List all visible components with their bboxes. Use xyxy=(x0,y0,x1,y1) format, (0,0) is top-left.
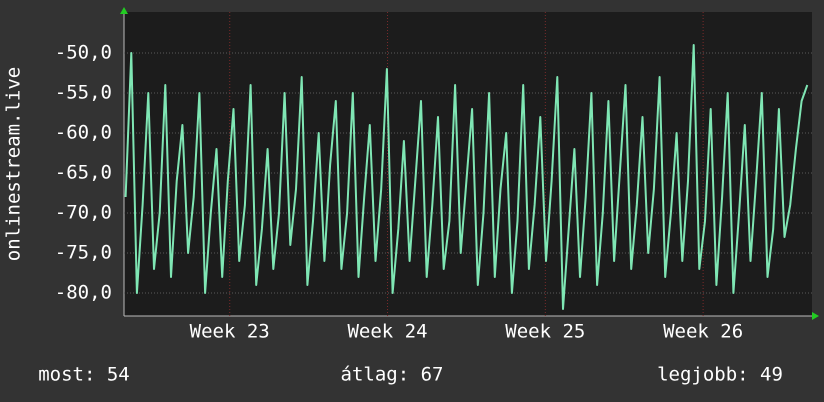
y-tick-label: -70,0 xyxy=(55,202,112,224)
y-tick-label: -65,0 xyxy=(55,162,112,184)
summary-now: most: 54 xyxy=(38,364,130,386)
x-tick-label: Week 23 xyxy=(190,321,270,343)
y-tick-label: -80,0 xyxy=(55,282,112,304)
x-tick-label: Week 25 xyxy=(505,321,585,343)
y-tick-label: -60,0 xyxy=(55,122,112,144)
y-axis-label: onlinestream.live xyxy=(3,67,25,261)
summary-avg: átlag: 67 xyxy=(341,364,444,386)
y-arrow xyxy=(120,7,128,14)
x-arrow xyxy=(812,312,819,320)
data-line xyxy=(124,44,809,310)
summary-best: legjobb: 49 xyxy=(657,364,783,386)
y-tick-label: -50,0 xyxy=(55,42,112,64)
x-tick-label: Week 26 xyxy=(663,321,743,343)
y-tick-label: -55,0 xyxy=(55,82,112,104)
y-tick-label: -75,0 xyxy=(55,242,112,264)
x-tick-label: Week 24 xyxy=(347,321,427,343)
